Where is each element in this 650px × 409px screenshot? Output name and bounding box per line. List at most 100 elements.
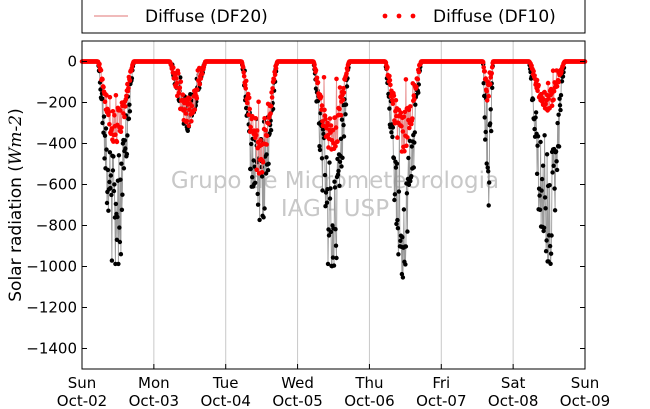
point-black-505 [331, 263, 337, 268]
point-black-91 [125, 133, 130, 138]
point-black-528 [343, 112, 348, 117]
point-df10-62 [110, 109, 116, 114]
point-black-339 [249, 141, 254, 147]
point-df10-487 [322, 113, 328, 118]
point-black-344 [251, 158, 256, 163]
point-black-655 [406, 182, 412, 187]
point-df10-325 [241, 74, 247, 79]
point-df10-378 [268, 111, 273, 116]
point-black-660 [409, 174, 414, 179]
point-black-940 [548, 251, 554, 256]
point-black-654 [406, 155, 411, 161]
point-df10-55 [107, 122, 112, 127]
point-df10-79 [119, 125, 124, 130]
point-black-938 [547, 243, 553, 249]
point-df10-618 [388, 82, 393, 88]
point-black-643 [400, 275, 406, 280]
point-black-78 [118, 252, 124, 257]
point-black-507 [332, 185, 338, 190]
point-df10-640 [399, 123, 404, 129]
point-df10-466 [312, 62, 317, 68]
point-black-943 [550, 170, 555, 175]
point-df10-932 [544, 92, 550, 98]
point-black-370 [264, 152, 269, 157]
point-black-652 [405, 229, 410, 234]
point-df10-323 [240, 65, 246, 70]
point-df10-952 [554, 84, 560, 89]
point-black-666 [412, 140, 417, 145]
point-df10-91 [125, 81, 130, 87]
point-df10-670 [414, 84, 419, 90]
point-df10-231 [195, 87, 200, 92]
point-black-76 [117, 239, 123, 245]
point-black-55 [107, 179, 112, 185]
y-tick-label-7: −1400 [26, 340, 77, 358]
point-black-366 [262, 206, 267, 211]
point-black-513 [335, 172, 341, 177]
point-df10-336 [247, 106, 252, 112]
point-df10-54 [106, 109, 112, 115]
point-df10-93 [126, 85, 131, 91]
y-tick-label-3: −600 [36, 176, 77, 194]
point-black-957 [557, 96, 562, 101]
x-tick-day-5: Fri [432, 374, 450, 392]
point-black-807 [482, 115, 487, 120]
point-black-947 [552, 186, 557, 191]
point-black-667 [412, 130, 417, 135]
point-black-950 [553, 149, 559, 154]
point-black-913 [535, 143, 540, 148]
point-df10-324 [241, 70, 246, 75]
point-black-329 [244, 105, 249, 111]
point-df10-349 [253, 132, 259, 138]
point-df10-675 [416, 69, 422, 75]
point-black-951 [554, 159, 559, 164]
point-df10-658 [408, 104, 413, 109]
point-df10-188 [173, 84, 179, 90]
point-df10-508 [333, 143, 338, 149]
point-df10-208 [183, 111, 189, 116]
point-df10-196 [177, 85, 183, 91]
point-black-79 [119, 161, 124, 166]
point-df10-646 [402, 148, 407, 154]
point-black-37 [98, 87, 103, 92]
point-black-917 [537, 193, 542, 198]
point-df10-371 [264, 133, 270, 139]
point-df10-56 [107, 94, 113, 100]
point-df10-198 [178, 79, 184, 84]
point-df10-338 [248, 124, 253, 130]
point-black-353 [255, 202, 261, 207]
point-black-341 [250, 175, 255, 180]
point-df10-499 [328, 123, 334, 128]
point-df10-471 [314, 75, 320, 81]
x-tick-date-3: Oct-05 [272, 392, 322, 409]
point-black-50 [104, 200, 110, 206]
point-df10-481 [319, 103, 325, 108]
point-black-626 [392, 197, 397, 203]
point-black-926 [541, 225, 547, 230]
point-df10-230 [194, 96, 200, 101]
point-black-820 [489, 128, 494, 134]
point-df10-83 [121, 111, 126, 116]
point-black-651 [404, 191, 410, 196]
point-black-56 [107, 150, 113, 155]
point-df10-492 [325, 120, 330, 126]
point-df10-331 [244, 100, 250, 106]
point-black-930 [543, 249, 549, 254]
point-df10-41 [100, 77, 105, 82]
point-black-94 [126, 116, 132, 121]
point-black-956 [556, 144, 562, 149]
point-black-58 [108, 173, 114, 178]
point-black-939 [548, 261, 553, 266]
point-black-63 [111, 154, 116, 159]
point-black-77 [118, 177, 123, 182]
point-df10-473 [315, 80, 321, 85]
point-df10-942 [549, 103, 555, 108]
point-black-96 [127, 109, 133, 114]
point-black-481 [319, 156, 325, 161]
point-df10-945 [551, 97, 556, 103]
point-df10-944 [550, 68, 556, 73]
point-df10-510 [334, 76, 339, 82]
point-df10-219 [189, 119, 194, 124]
point-df10-387 [272, 72, 278, 78]
x-axis-ticks: SunOct-02MonOct-03TueOct-04WedOct-05ThuO… [57, 364, 610, 409]
